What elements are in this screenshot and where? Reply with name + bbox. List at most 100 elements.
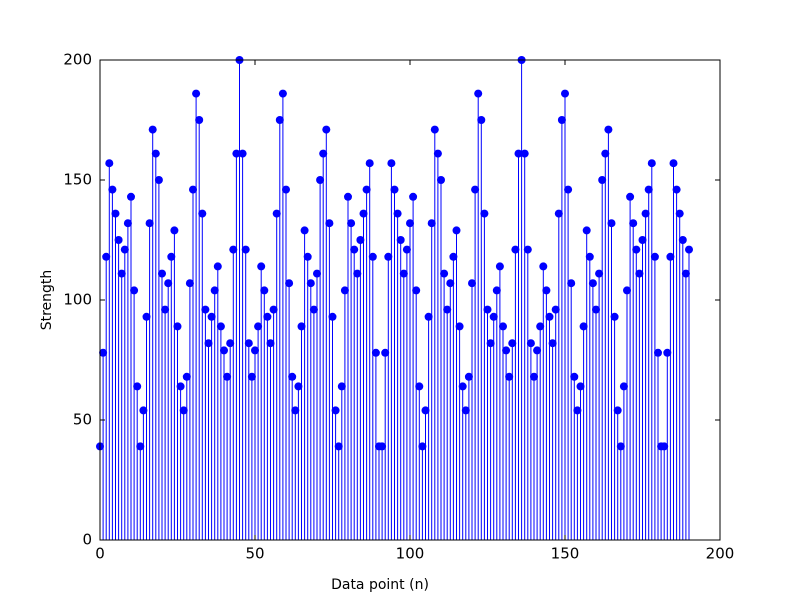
y-axis-label: Strength <box>39 270 55 331</box>
stem-marker <box>393 209 402 218</box>
stem-marker <box>396 236 405 244</box>
stem-marker <box>347 219 356 228</box>
stem-marker <box>282 185 290 194</box>
stem-marker <box>477 116 486 124</box>
stem-marker <box>192 89 201 98</box>
stem-marker <box>669 159 678 168</box>
stem-marker <box>148 125 157 134</box>
stem-marker <box>437 176 445 184</box>
stem-marker <box>198 209 207 218</box>
stem-marker <box>223 372 232 381</box>
stem-marker <box>635 269 644 278</box>
stem-marker <box>520 149 529 158</box>
stem-marker <box>619 382 628 391</box>
stem-marker <box>495 262 504 271</box>
stem-marker <box>449 252 458 261</box>
stem-marker <box>210 286 219 295</box>
stem-marker <box>161 305 170 314</box>
stem-marker <box>232 149 241 158</box>
stem-marker <box>158 269 166 278</box>
stem-marker <box>514 149 523 158</box>
stem-marker <box>204 339 213 348</box>
stem-marker <box>567 279 576 288</box>
stem-marker <box>415 382 424 391</box>
stem-marker <box>616 442 625 451</box>
stem-marker <box>579 322 588 331</box>
stem-marker <box>632 245 641 254</box>
stem-marker <box>114 236 123 244</box>
stem-marker <box>275 116 284 124</box>
stem-marker <box>306 279 315 288</box>
x-tick-label: 50 <box>245 545 264 563</box>
stem-marker <box>443 305 452 314</box>
stem-marker <box>263 312 272 321</box>
stem-marker <box>430 125 439 134</box>
stem-marker <box>260 286 269 295</box>
stem-marker <box>331 406 340 415</box>
stem-marker <box>133 382 142 391</box>
x-tick-label: 150 <box>551 545 580 563</box>
y-tick-label: 200 <box>63 51 92 69</box>
stem-marker <box>99 348 108 357</box>
stem-marker <box>492 286 501 295</box>
stem-marker <box>551 305 560 314</box>
stem-marker <box>337 382 346 391</box>
stem-marker <box>685 245 693 254</box>
stem-marker <box>381 348 390 357</box>
stem-marker <box>244 339 253 348</box>
stem-marker <box>319 149 328 158</box>
stem-marker <box>368 252 377 261</box>
stem-marker <box>433 149 442 158</box>
stem-marker <box>102 252 111 261</box>
stem-marker <box>142 312 151 321</box>
stem-marker <box>365 159 374 168</box>
stem-marker <box>663 348 672 357</box>
stem-marker <box>502 346 511 355</box>
stem-marker <box>424 312 433 321</box>
stem-marker <box>316 176 325 184</box>
stem-marker <box>108 185 117 194</box>
stem-marker <box>254 322 263 331</box>
stem-marker <box>127 192 135 201</box>
stem-marker <box>654 348 662 357</box>
stem-marker <box>666 252 675 261</box>
x-tick-label: 100 <box>396 545 425 563</box>
stem-marker <box>207 312 216 321</box>
stem-marker <box>291 406 300 415</box>
stem-marker <box>387 159 396 168</box>
stem-marker <box>334 442 343 451</box>
stem-marker <box>406 219 414 228</box>
stem-marker <box>508 339 517 348</box>
stem-marker <box>195 116 204 124</box>
stem-marker <box>120 245 129 254</box>
stem-marker <box>601 149 610 158</box>
stem-marker <box>675 209 684 218</box>
stem-marker <box>604 125 613 134</box>
stem-marker <box>241 245 250 254</box>
stem-marker <box>650 252 659 261</box>
stem-marker <box>216 322 225 331</box>
stem-marker <box>542 286 551 295</box>
stem-marker <box>278 89 287 98</box>
stem-marker <box>613 406 622 415</box>
stem-marker <box>499 322 507 331</box>
stem-marker <box>371 348 380 357</box>
stem-marker <box>111 209 120 218</box>
stem-marker <box>247 372 256 381</box>
stem-marker <box>285 279 294 288</box>
stem-marker <box>384 252 393 261</box>
stem-marker <box>189 185 197 194</box>
stem-marker <box>672 185 681 194</box>
stem-marker <box>251 346 259 355</box>
stem-marker <box>176 382 185 391</box>
stem-marker <box>573 406 582 415</box>
stem-marker <box>418 442 427 451</box>
stem-marker <box>471 185 480 194</box>
stem-marker <box>647 159 656 168</box>
stem-marker <box>164 279 173 288</box>
y-tick-label: 50 <box>73 411 92 429</box>
stem-marker <box>229 245 238 254</box>
stem-marker <box>173 322 182 331</box>
x-tick-label: 200 <box>706 545 735 563</box>
stem-marker <box>123 219 132 228</box>
